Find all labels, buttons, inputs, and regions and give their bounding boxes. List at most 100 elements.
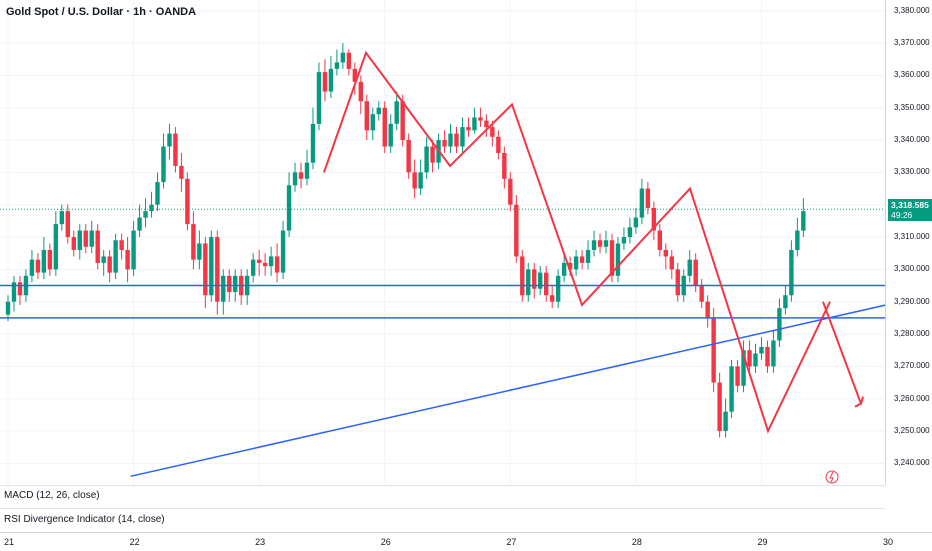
candle-down bbox=[400, 101, 405, 141]
candle-down bbox=[544, 272, 549, 296]
candle-down bbox=[711, 317, 716, 383]
candle-up bbox=[5, 301, 11, 315]
last-price-value: 3,318.585 bbox=[891, 200, 929, 210]
candle-down bbox=[651, 207, 657, 231]
candle-up bbox=[753, 353, 758, 367]
lightning-icon bbox=[829, 471, 834, 483]
candle-up bbox=[334, 62, 340, 69]
candle-up bbox=[771, 340, 776, 367]
candle-down bbox=[203, 243, 208, 296]
candle-up bbox=[603, 240, 609, 247]
candle-down bbox=[609, 240, 615, 276]
candle-up bbox=[394, 101, 399, 124]
candle-up bbox=[591, 240, 597, 250]
candle-down bbox=[675, 269, 680, 296]
y-tick-label: 3,270.000 bbox=[894, 361, 930, 371]
candle-up bbox=[131, 230, 136, 270]
candle-up bbox=[167, 133, 172, 147]
y-tick-label: 3,340.000 bbox=[894, 135, 930, 145]
candle-up bbox=[29, 259, 35, 276]
candle-down bbox=[95, 230, 100, 263]
candle-down bbox=[35, 259, 41, 273]
candle-down bbox=[669, 256, 674, 270]
candle-up bbox=[759, 346, 764, 354]
candle-down bbox=[549, 295, 555, 302]
y-tick-label: 3,240.000 bbox=[894, 458, 930, 468]
candle-down bbox=[364, 101, 369, 131]
candle-up bbox=[292, 172, 298, 186]
candle-down bbox=[478, 117, 483, 121]
candle-up bbox=[197, 243, 202, 260]
candle-up bbox=[11, 282, 17, 302]
candle-down bbox=[454, 133, 459, 147]
candle-up bbox=[280, 230, 286, 273]
candle-down bbox=[663, 249, 668, 257]
candle-up bbox=[89, 230, 94, 247]
candle-down bbox=[65, 211, 70, 238]
candle-up bbox=[633, 217, 639, 228]
candle-down bbox=[532, 269, 537, 289]
candle-up bbox=[221, 275, 226, 302]
candle-down bbox=[484, 120, 489, 128]
candle-up bbox=[59, 211, 65, 225]
x-tick-label: 29 bbox=[757, 537, 768, 547]
y-tick-label: 3,250.000 bbox=[894, 426, 930, 436]
candle-up bbox=[233, 275, 238, 292]
candle-down bbox=[71, 237, 76, 250]
candle-down bbox=[346, 52, 352, 69]
candle-up bbox=[41, 249, 47, 273]
y-tick-label: 3,300.000 bbox=[894, 264, 930, 274]
candle-up bbox=[783, 295, 788, 309]
time-axis[interactable]: 21 22 23 26 27 28 29 30 bbox=[0, 532, 932, 551]
candle-down bbox=[520, 256, 525, 296]
candle-up bbox=[340, 52, 346, 63]
candle-up bbox=[310, 123, 316, 163]
candle-down bbox=[17, 282, 23, 296]
price-chart[interactable] bbox=[0, 0, 932, 485]
zigzag-pattern bbox=[323, 50, 831, 434]
candle-down bbox=[645, 188, 651, 208]
candle-up bbox=[789, 249, 794, 296]
candle-down bbox=[47, 249, 53, 270]
candle-up bbox=[741, 350, 746, 386]
candle-up bbox=[143, 211, 148, 218]
y-tick-label: 3,310.000 bbox=[894, 232, 930, 242]
candle-down bbox=[119, 240, 124, 250]
candle-down bbox=[466, 127, 471, 131]
y-tick-label: 3,350.000 bbox=[894, 102, 930, 112]
candle-up bbox=[304, 162, 310, 179]
candle-up bbox=[418, 172, 423, 189]
last-price-tag: 3,318.585 49:26 bbox=[888, 199, 932, 221]
macd-label[interactable]: MACD (12, 26, close) bbox=[4, 490, 100, 501]
rsi-label[interactable]: RSI Divergence Indicator (14, close) bbox=[4, 514, 165, 525]
candle-down bbox=[705, 301, 710, 318]
candle-up bbox=[388, 123, 393, 147]
candle-down bbox=[262, 262, 268, 267]
price-axis[interactable]: 3,380.000 3,370.000 3,360.000 3,350.000 3,34… bbox=[885, 0, 932, 485]
candle-up bbox=[555, 275, 561, 302]
candle-up bbox=[615, 243, 621, 276]
x-tick-label: 22 bbox=[129, 537, 140, 547]
candle-up bbox=[573, 256, 579, 270]
candle-down bbox=[496, 136, 501, 153]
candle-down bbox=[185, 178, 190, 225]
candle-up bbox=[729, 366, 734, 412]
candle-up bbox=[621, 237, 627, 244]
candle-up bbox=[801, 211, 806, 231]
x-tick-label: 30 bbox=[883, 537, 894, 547]
candle-up bbox=[155, 182, 160, 205]
candle-up bbox=[161, 146, 166, 183]
candle-down bbox=[765, 346, 770, 367]
chart-canvas[interactable] bbox=[0, 0, 932, 485]
bar-countdown: 49:26 bbox=[891, 210, 913, 220]
candle-up bbox=[101, 256, 106, 263]
candle-down bbox=[227, 275, 232, 292]
candle-down bbox=[179, 165, 184, 179]
candle-up bbox=[538, 272, 543, 289]
candle-up bbox=[286, 185, 292, 231]
candle-up bbox=[77, 230, 82, 250]
candle-up bbox=[53, 224, 59, 270]
x-tick-label: 28 bbox=[631, 537, 642, 547]
candle-down bbox=[508, 178, 513, 205]
candle-down bbox=[514, 204, 519, 257]
